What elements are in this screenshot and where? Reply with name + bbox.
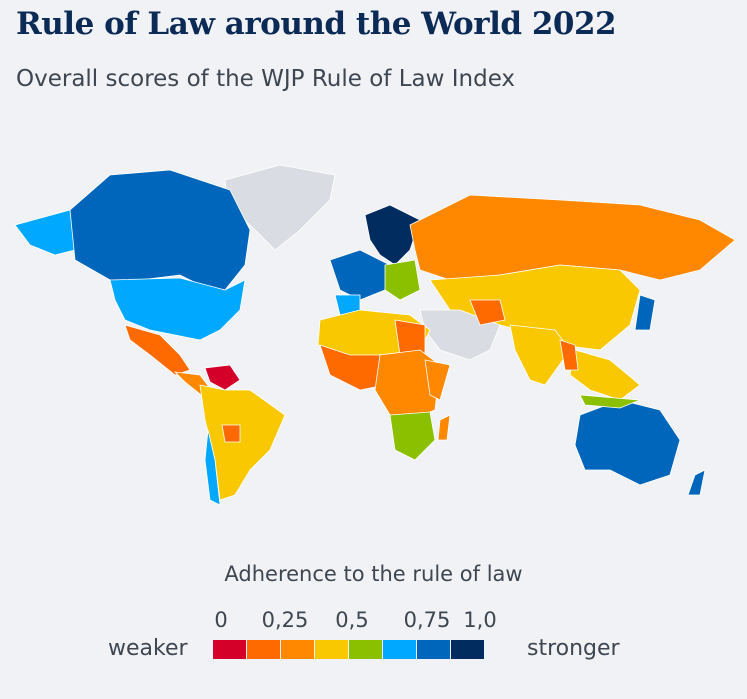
map-region-s-africa [389,411,436,461]
map-region-afghanistan [469,299,506,326]
legend-swatch [383,640,416,659]
map-region-central-europe [384,259,421,301]
legend-title: Adherence to the rule of law [224,562,523,586]
legend-tick: 0,25 [261,608,309,632]
legend-swatch [247,640,280,659]
map-region-myanmar [559,339,579,371]
chart-title: Rule of Law around the World 2022 [16,6,617,42]
legend-tick: 0,5 [335,608,369,632]
map-region-indonesia [579,394,641,409]
legend-tick: 1,0 [463,608,497,632]
map-region-japan [634,294,656,331]
legend-high-label: stronger [527,636,620,661]
map-region-se-asia [569,349,641,401]
map-region-egypt [394,319,426,356]
legend-swatch [417,640,450,659]
legend-swatch [213,640,246,659]
legend-swatch [315,640,348,659]
world-map [14,164,736,506]
map-region-madagascar [437,414,451,441]
map-region-alaska [14,209,76,256]
map-region-russia [409,194,736,281]
legend-tick: 0,75 [403,608,451,632]
map-region-australia [574,399,681,486]
map-region-e-africa [424,359,451,401]
map-region-chile [204,429,221,506]
map-region-canada [69,169,251,291]
legend-swatch [349,640,382,659]
map-region-india [509,324,571,386]
legend-low-label: weaker [108,636,188,661]
legend-swatch [451,640,484,659]
legend-tick: 0 [214,608,228,632]
map-region-nordics [364,204,421,266]
map-region-new-zealand [687,469,706,496]
legend-color-bar [213,640,485,659]
map-region-western-europe [329,249,391,301]
chart-subtitle: Overall scores of the WJP Rule of Law In… [16,66,516,92]
map-region-venezuela [204,364,241,391]
map-region-bolivia [221,424,241,443]
legend-swatch [281,640,314,659]
map-region-usa [109,277,246,341]
